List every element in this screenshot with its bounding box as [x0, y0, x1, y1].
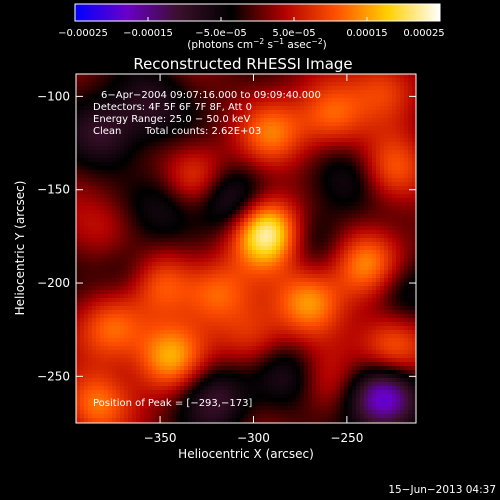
annotation-detectors: Detectors: 4F 5F 6F 7F 8F, Att 0	[93, 102, 252, 113]
annotations: 6−Apr−2004 09:07:16.000 to 09:09:40.000 …	[93, 90, 321, 409]
colorbar-tick-label: −0.00025	[58, 28, 108, 39]
x-tick-label: −250	[330, 431, 363, 445]
heatmap-container	[76, 74, 416, 423]
colorbar-unit: (photons cm−2 s−1 asec−2)	[187, 37, 326, 51]
y-tick-label: −250	[37, 369, 70, 383]
annotation-clean: Clean	[93, 126, 121, 137]
y-tick-label: −150	[37, 183, 70, 197]
x-tick-label: −300	[237, 431, 270, 445]
colorbar-tick-label: 5.0e−05	[272, 28, 315, 39]
chart-title: Reconstructed RHESSI Image	[133, 55, 352, 73]
heatmap-image	[76, 74, 416, 423]
x-tick-label: −350	[144, 431, 177, 445]
y-tick-label: −100	[37, 89, 70, 103]
colorbar-frame	[74, 3, 441, 22]
colorbar-ticks: −0.00025 −0.00015 −5.0e−05 5.0e−05 0.00015 0.…	[58, 17, 445, 39]
colorbar: −0.00025 −0.00015 −5.0e−05 5.0e−05 0.00015 0.…	[58, 3, 445, 51]
y-tick-label: −200	[37, 276, 70, 290]
plot-area: −350 −300 −250 −100 −150 −200 −250	[37, 73, 417, 445]
colorbar-tick-label: 0.00025	[403, 28, 444, 39]
y-axis-label: Heliocentric Y (arcsec)	[13, 181, 27, 316]
colorbar-bar	[75, 4, 440, 21]
plot-frame	[75, 73, 417, 424]
colorbar-tick-label: −5.0e−05	[195, 28, 247, 39]
annotation-counts: Total counts: 2.62E+03	[144, 126, 261, 137]
annotation-energy: Energy Range: 25.0 − 50.0 keV	[93, 114, 250, 125]
annotation-time-range: 6−Apr−2004 09:07:16.000 to 09:09:40.000	[101, 90, 321, 101]
colorbar-tick-label: 0.00015	[346, 28, 387, 39]
footer-timestamp: 15−Jun−2013 04:37	[388, 484, 496, 496]
axis-ticks: −350 −300 −250 −100 −150 −200 −250	[37, 74, 416, 445]
annotation-peak: Position of Peak = [−293,−173]	[93, 398, 252, 409]
colorbar-tick-label: −0.00015	[123, 28, 173, 39]
x-axis-label: Heliocentric X (arcsec)	[178, 447, 314, 461]
